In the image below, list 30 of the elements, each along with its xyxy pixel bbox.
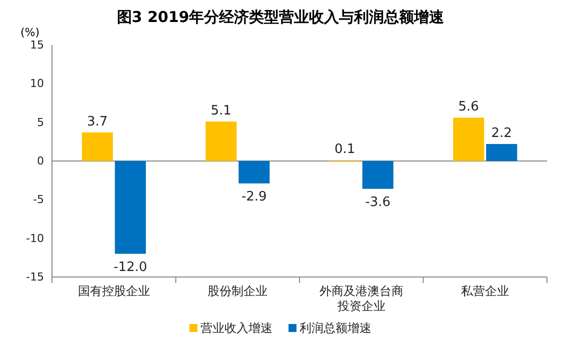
bar [453,118,484,161]
data-label: 5.1 [210,104,232,119]
y-tick-label: -15 [26,270,44,284]
bar [238,161,270,184]
x-tick-label: 国有控股企业 [78,284,150,298]
legend-label: 利润总额增速 [300,321,372,335]
bar [362,161,394,189]
chart-title: 图3 2019年分经济类型营业收入与利润总额增速 [116,8,446,26]
bar [206,122,237,161]
x-tick-label: 外商及港澳台商投资企业 [319,284,404,313]
y-tick-label: 10 [30,77,44,90]
y-tick-label: 15 [30,38,44,52]
bar [114,161,146,254]
y-tick-label: -10 [26,232,44,245]
y-tick-label: 0 [37,154,44,168]
data-label: 2.2 [491,126,512,141]
x-tick-label: 股份制企业 [208,284,268,298]
data-label: -12.0 [114,260,148,275]
data-label: 0.1 [334,142,356,158]
data-label: 3.7 [87,114,108,130]
data-label: -3.6 [365,194,391,210]
y-axis-title: (%) [20,26,40,39]
bar [486,144,518,161]
y-tick-label: 5 [37,116,44,129]
y-tick-label: -5 [33,193,44,206]
x-tick-label: 私营企业 [461,284,510,298]
bar [82,132,113,161]
legend-label: 营业收入增速 [200,321,272,335]
data-label: 5.6 [458,100,479,115]
data-label: -2.9 [241,189,267,204]
